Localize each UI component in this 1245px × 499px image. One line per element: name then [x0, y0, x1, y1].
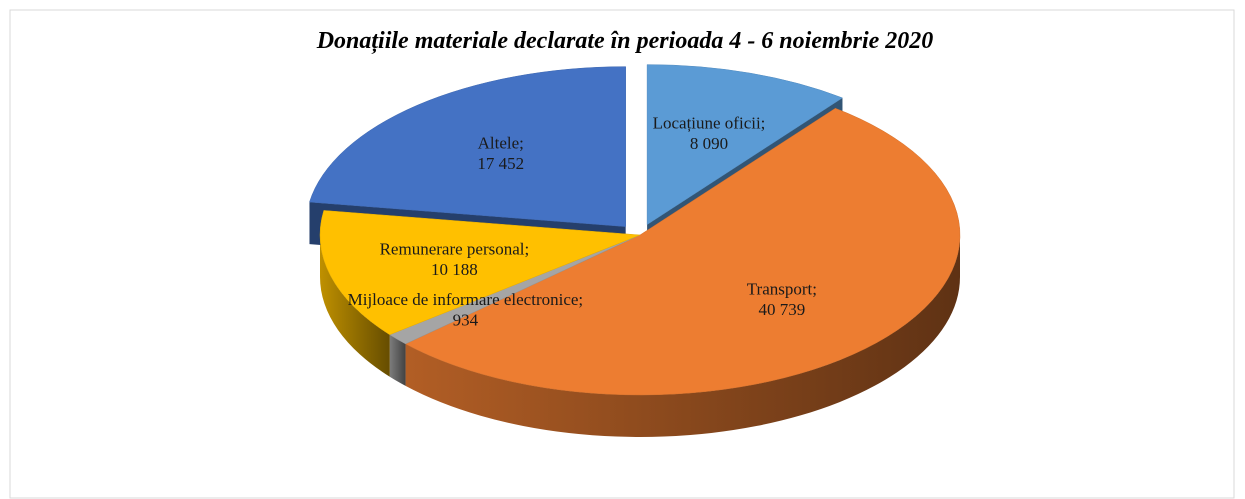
label-category: Remunerare personal;: [380, 240, 530, 259]
data-label: Transport; 40 739: [747, 280, 817, 319]
slice-side: [320, 235, 390, 377]
slice: [405, 107, 961, 396]
label-category: Altele;: [478, 134, 524, 153]
slice-side: [389, 334, 406, 386]
label-value: 40 739: [758, 300, 805, 319]
label-category: Mijloace de informare electronice;: [348, 290, 584, 309]
data-label: Locațiune oficii; 8 090: [653, 114, 766, 153]
slice: [309, 66, 626, 227]
label-category: Locațiune oficii;: [653, 114, 766, 133]
slice: [319, 210, 641, 335]
label-category: Transport;: [747, 280, 817, 299]
data-label: Remunerare personal; 10 188: [380, 240, 530, 279]
data-label: Altele; 17 452: [477, 134, 524, 173]
label-value: 8 090: [690, 134, 728, 153]
label-value: 17 452: [477, 154, 524, 173]
slice-side: [405, 235, 960, 437]
label-value: 934: [453, 310, 479, 329]
label-value: 10 188: [431, 260, 478, 279]
chart-title: Donațiile materiale declarate în perioad…: [316, 28, 934, 54]
data-label: Mijloace de informare electronice; 934: [348, 290, 584, 329]
slice: [646, 64, 844, 226]
